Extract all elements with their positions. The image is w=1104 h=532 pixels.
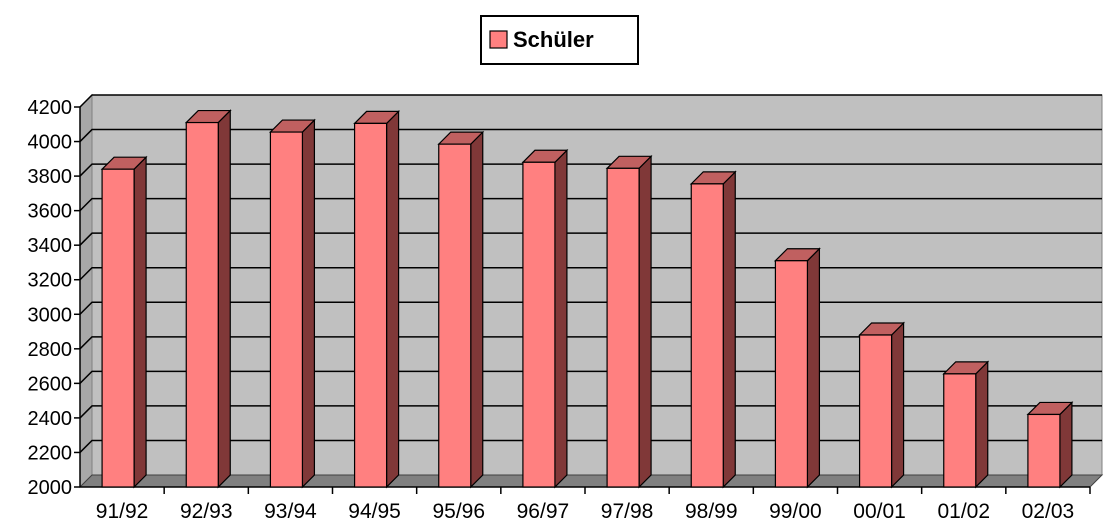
x-tick-label: 94/95: [348, 500, 401, 523]
y-tick-label: 3600: [28, 201, 73, 223]
bar-front: [858, 334, 893, 488]
bar-side: [133, 155, 147, 489]
y-tick-label: 3000: [28, 304, 73, 326]
x-tick-label: 01/02: [937, 500, 990, 523]
x-tick-label: 97/98: [601, 500, 654, 523]
bar: [1026, 401, 1074, 489]
bar: [353, 109, 401, 489]
x-tick-label: 00/01: [853, 500, 906, 523]
bar-front: [438, 143, 472, 488]
gridline: [79, 94, 1102, 108]
bar-front: [522, 161, 556, 488]
bar: [773, 247, 821, 489]
legend: Schüler: [480, 15, 639, 65]
y-tick-label: 3200: [28, 270, 73, 292]
y-tick-label: 4200: [28, 97, 73, 119]
legend-label: Schüler: [513, 27, 594, 52]
y-tick-label: 3400: [28, 235, 73, 257]
bar-front: [606, 167, 640, 488]
bar: [521, 148, 569, 489]
bar: [100, 155, 148, 489]
bar-side: [638, 154, 652, 489]
legend-swatch: [489, 30, 508, 49]
y-tick-label: 2000: [28, 477, 73, 499]
bar-side: [890, 321, 905, 489]
bar: [689, 170, 737, 489]
x-tick-label: 96/97: [517, 500, 570, 523]
y-tick-label: 2400: [28, 408, 73, 430]
gridline: [79, 370, 1102, 384]
gridline: [79, 197, 1102, 212]
bar-side: [470, 130, 484, 489]
bar-front: [774, 260, 809, 488]
y-tick-label: 2600: [28, 373, 73, 395]
bar-side: [385, 109, 400, 489]
x-tick-label: 98/99: [685, 500, 738, 523]
gridline: [79, 336, 1102, 350]
gridline: [79, 405, 1102, 419]
gridline: [79, 128, 1102, 143]
bar-side: [554, 148, 568, 489]
plot-area: 2000 2200 2400 2600 2800 3000 3200 3400 3600 3800…: [28, 93, 1104, 523]
bar-front: [1027, 413, 1061, 488]
gridline: [79, 163, 1102, 177]
bar: [184, 109, 232, 489]
gridline: [79, 439, 1102, 453]
bar-front: [101, 168, 135, 488]
y-tick-label: 2200: [28, 442, 73, 464]
side-wall: [79, 93, 93, 489]
bar-front: [185, 121, 219, 488]
bar: [942, 360, 990, 489]
y-tick-label: 3800: [28, 166, 73, 188]
x-tick-label: 92/93: [180, 500, 233, 523]
x-tick-label: 95/96: [432, 500, 485, 523]
gridline: [79, 232, 1102, 246]
bar-side: [301, 118, 316, 489]
bar-side: [975, 360, 989, 489]
bar-side: [217, 109, 231, 489]
bar-side: [722, 170, 736, 489]
x-tick-label: 99/00: [769, 500, 822, 523]
bar: [268, 118, 316, 489]
bar: [858, 321, 906, 489]
bar-side: [1059, 401, 1073, 489]
bar: [437, 130, 485, 489]
gridline: [79, 301, 1102, 315]
x-tick-label: 93/94: [264, 500, 317, 523]
y-tick-label: 2800: [28, 339, 73, 361]
y-tick-label: 4000: [28, 132, 73, 154]
x-tick-label: 91/92: [96, 500, 149, 523]
bar-side: [806, 247, 821, 489]
gridline: [79, 266, 1102, 281]
bar-front: [690, 183, 724, 488]
x-tick-label: 02/03: [1022, 500, 1075, 523]
bar-front: [943, 373, 977, 488]
bar: [605, 154, 653, 489]
bar-front: [269, 131, 304, 488]
bar-front: [353, 122, 388, 488]
